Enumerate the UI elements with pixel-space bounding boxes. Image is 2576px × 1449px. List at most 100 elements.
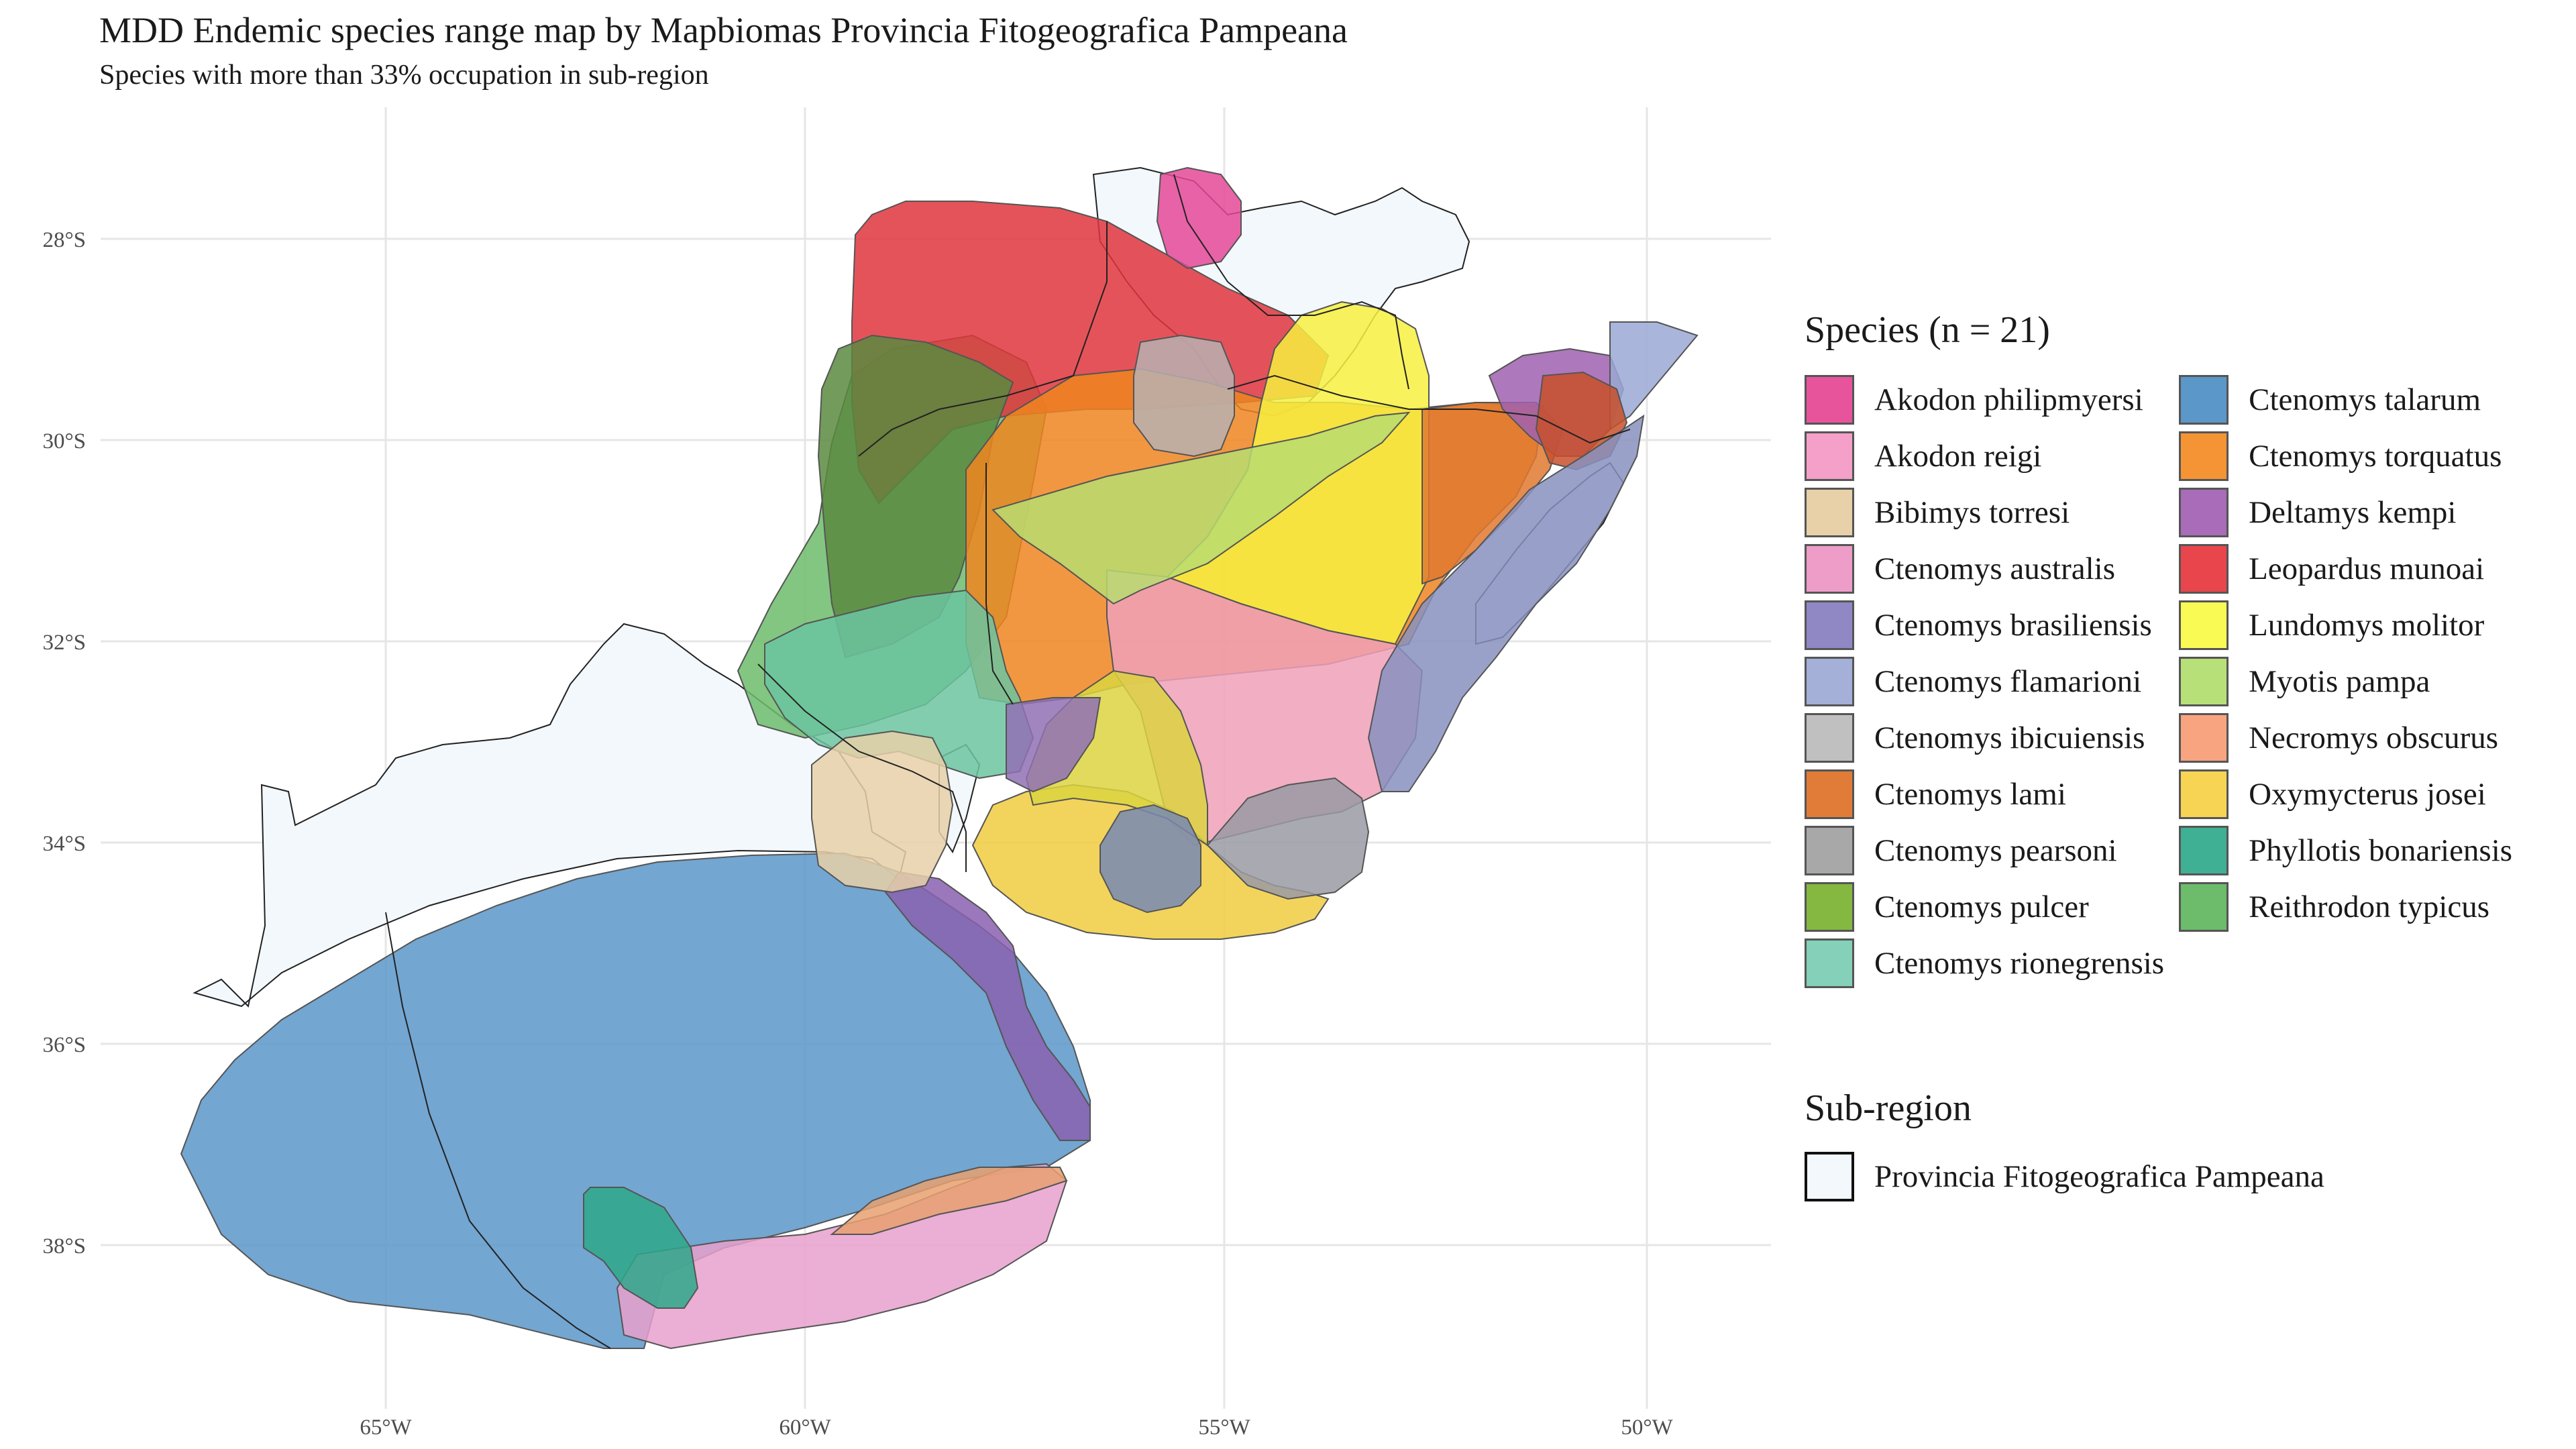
legend-swatch	[1805, 882, 1854, 932]
legend-swatch	[1805, 431, 1854, 481]
legend-item: Akodon philipmyersi	[1805, 372, 2164, 428]
boundary-line-river	[757, 663, 967, 872]
legend-swatch	[2179, 375, 2229, 425]
legend-label: Ctenomys torquatus	[2249, 439, 2502, 474]
legend-item: Ctenomys lami	[1805, 766, 2164, 822]
range-east-coastal-strip	[1367, 414, 1645, 792]
legend-swatch	[1805, 488, 1854, 537]
legend-label: Deltamys kempi	[2249, 495, 2457, 530]
legend-label: Akodon philipmyersi	[1874, 382, 2143, 417]
boundary-line-west	[385, 912, 611, 1349]
subregion-legend-title: Sub-region	[1805, 1087, 1972, 1129]
legend-swatch	[2179, 544, 2229, 594]
legend-swatch	[1805, 938, 1854, 988]
legend-swatch	[2179, 657, 2229, 706]
legend-item: Ctenomys flamarioni	[1805, 653, 2164, 710]
x-tick-label: 50°W	[1621, 1415, 1673, 1440]
species-ranges	[180, 166, 1699, 1350]
legend-label: Myotis pampa	[2249, 664, 2430, 699]
legend-swatch	[2179, 600, 2229, 650]
legend-label: Ctenomys rionegrensis	[1874, 946, 2165, 981]
legend-item: Myotis pampa	[2179, 653, 2512, 710]
legend-swatch	[2179, 769, 2229, 819]
boundary-line-northwest	[858, 221, 1108, 457]
legend-item: Ctenomys ibicuiensis	[1805, 710, 2164, 766]
legend-label: Ctenomys lami	[1874, 777, 2066, 812]
legend-item: Necromys obscurus	[2179, 710, 2512, 766]
subregion-label: Provincia Fitogeografica Pampeana	[1874, 1159, 2324, 1194]
legend-label: Necromys obscurus	[2249, 720, 2499, 755]
range-bibimys-torresi	[811, 730, 954, 894]
y-tick-label: 32°S	[42, 631, 86, 655]
legend-swatch	[2179, 826, 2229, 875]
legend-swatch	[1805, 713, 1854, 763]
legend-label: Oxymycterus josei	[2249, 777, 2486, 812]
legend-swatch	[2179, 882, 2229, 932]
legend-item: Phyllotis bonariensis	[2179, 822, 2512, 879]
species-legend-column-1: Akodon philipmyersi Akodon reigi Bibimys…	[1805, 372, 2164, 991]
legend-swatch	[1805, 769, 1854, 819]
x-tick-label: 55°W	[1198, 1415, 1250, 1440]
species-legend-column-2: Ctenomys talarum Ctenomys torquatus Delt…	[2179, 372, 2512, 991]
legend-swatch	[1805, 375, 1854, 425]
species-legend: Species (n = 21) Akodon philipmyersi Ako…	[1805, 309, 2512, 991]
legend-label: Akodon reigi	[1874, 439, 2042, 474]
range-phyllotis-bonariensis	[583, 1187, 699, 1309]
legend-label: Ctenomys pulcer	[1874, 890, 2089, 924]
legend-label: Reithrodon typicus	[2249, 890, 2490, 924]
legend-item: Ctenomys rionegrensis	[1805, 935, 2164, 991]
legend-label: Ctenomys australis	[1874, 551, 2115, 586]
boundary-line-brazil	[1173, 174, 1409, 390]
legend-swatch	[2179, 713, 2229, 763]
legend-item: Ctenomys talarum	[2179, 372, 2512, 428]
range-ctenomys-brasiliensis-south	[1099, 804, 1201, 914]
legend-label: Ctenomys flamarioni	[1874, 664, 2142, 699]
legend-label: Bibimys torresi	[1874, 495, 2070, 530]
map-subtitle: Species with more than 33% occupation in…	[99, 60, 709, 91]
legend-label: Ctenomys talarum	[2249, 382, 2481, 417]
legend-item: Oxymycterus josei	[2179, 766, 2512, 822]
y-tick-label: 36°S	[42, 1033, 86, 1057]
boundary-outlines	[385, 174, 1631, 1349]
legend-swatch	[1805, 544, 1854, 594]
y-tick-label: 30°S	[42, 429, 86, 453]
y-tick-label: 28°S	[42, 228, 86, 252]
legend-label: Ctenomys brasiliensis	[1874, 608, 2152, 643]
subregion-legend: Sub-region Provincia Fitogeografica Pamp…	[1805, 1087, 2324, 1205]
legend-label: Leopardus munoai	[2249, 551, 2485, 586]
legend-item: Ctenomys torquatus	[2179, 428, 2512, 484]
legend-swatch	[2179, 431, 2229, 481]
legend-item: Ctenomys australis	[1805, 541, 2164, 597]
legend-swatch	[1805, 600, 1854, 650]
range-necromys-obscurus	[830, 1167, 1068, 1235]
boundary-line-uruguay	[1227, 374, 1631, 444]
legend-item: Ctenomys brasiliensis	[1805, 597, 2164, 653]
range-ctenomys-ibicuiensis	[1133, 334, 1235, 458]
legend-label: Ctenomys ibicuiensis	[1874, 720, 2145, 755]
legend-item: Akodon reigi	[1805, 428, 2164, 484]
y-tick-label: 38°S	[42, 1234, 86, 1258]
legend-label: Ctenomys pearsoni	[1874, 833, 2117, 868]
range-ctenomys-pearsoni	[1206, 777, 1370, 900]
legend-item: Ctenomys pearsoni	[1805, 822, 2164, 879]
map-title: MDD Endemic species range map by Mapbiom…	[99, 10, 1348, 50]
x-tick-label: 65°W	[360, 1415, 412, 1440]
legend-item: Reithrodon typicus	[2179, 879, 2512, 935]
legend-label: Phyllotis bonariensis	[2249, 833, 2513, 868]
range-ctenomys-brasiliensis	[884, 871, 1091, 1141]
legend-item: Deltamys kempi	[2179, 484, 2512, 541]
legend-item: Provincia Fitogeografica Pampeana	[1805, 1148, 2324, 1205]
species-legend-title: Species (n = 21)	[1805, 309, 2050, 351]
y-tick-label: 34°S	[42, 832, 86, 856]
legend-swatch	[1805, 826, 1854, 875]
range-akodon-philipmyersi	[1156, 166, 1242, 270]
x-tick-label: 60°W	[779, 1415, 831, 1440]
subregion-swatch	[1805, 1152, 1854, 1201]
legend-swatch	[1805, 657, 1854, 706]
legend-item: Ctenomys pulcer	[1805, 879, 2164, 935]
subregion-west-polygon	[193, 623, 907, 1008]
legend-label: Lundomys molitor	[2249, 608, 2485, 643]
range-myotis-pampa	[991, 411, 1411, 605]
legend-item: Lundomys molitor	[2179, 597, 2512, 653]
